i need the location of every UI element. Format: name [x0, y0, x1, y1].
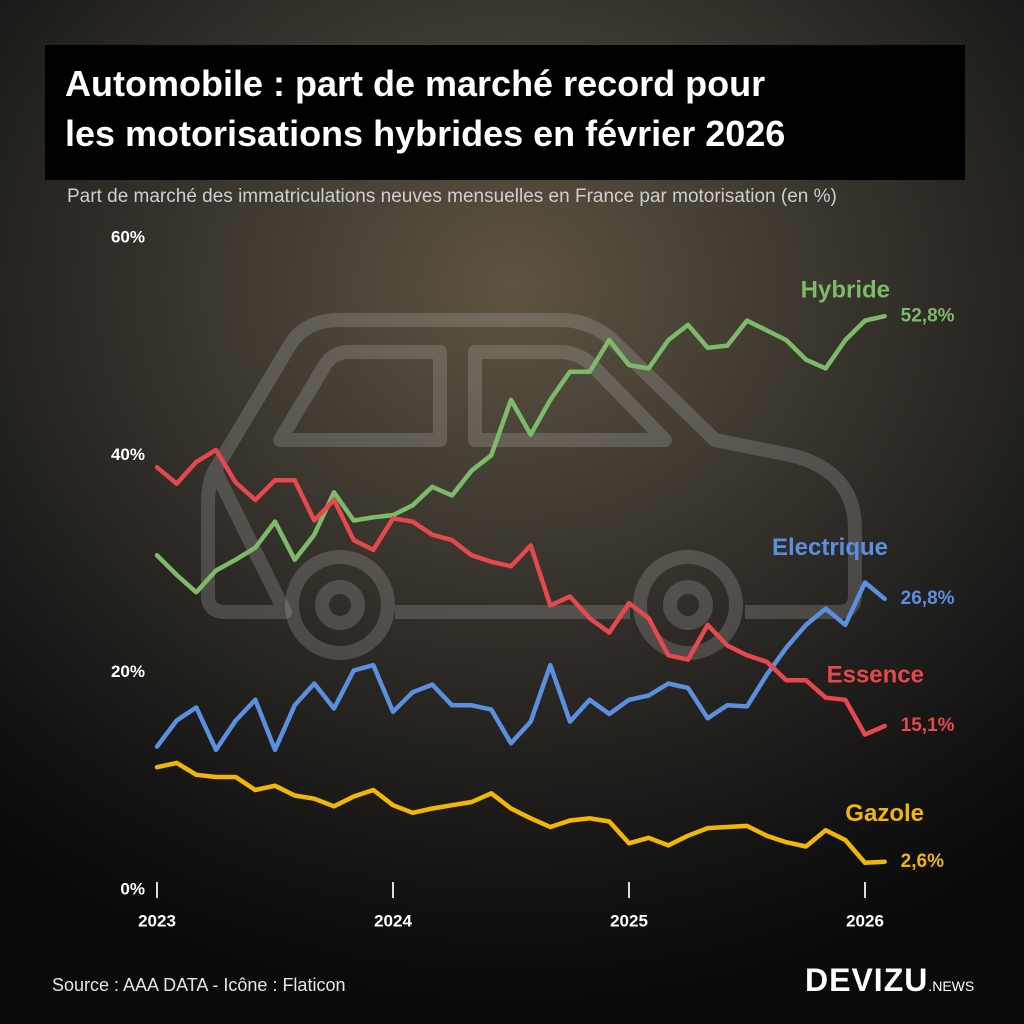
value-label: 15,1% — [901, 715, 955, 736]
series-line — [154, 313, 887, 595]
series-line — [154, 580, 887, 753]
series-label: Electrique — [772, 534, 888, 561]
y-tick-label: 60% — [111, 227, 145, 246]
y-tick-label: 40% — [111, 445, 145, 464]
logo: DEVIZU.NEWS — [805, 962, 974, 999]
series-line — [154, 447, 887, 737]
series-label: Hybride — [801, 277, 890, 304]
y-tick-label: 20% — [111, 662, 145, 681]
series-line — [154, 760, 887, 866]
value-label: 26,8% — [901, 588, 955, 609]
car-icon — [201, 313, 862, 660]
value-label: 52,8% — [901, 305, 955, 326]
source-note: Source : AAA DATA - Icône : Flaticon — [52, 975, 346, 995]
series-label: Gazole — [845, 800, 924, 827]
x-tick-label: 2023 — [138, 911, 176, 930]
chart-title: Automobile : part de marché record pour … — [45, 45, 965, 180]
x-tick-label: 2024 — [374, 911, 412, 930]
y-tick-label: 0% — [120, 879, 145, 898]
x-tick-label: 2026 — [846, 911, 884, 930]
logo-text: DEVIZU — [805, 962, 929, 998]
x-tick-label: 2025 — [610, 911, 648, 930]
logo-suffix: .NEWS — [928, 978, 975, 994]
series-label: Essence — [827, 661, 924, 688]
chart-subtitle: Part de marché des immatriculations neuv… — [67, 186, 837, 207]
value-label: 2,6% — [901, 851, 944, 872]
